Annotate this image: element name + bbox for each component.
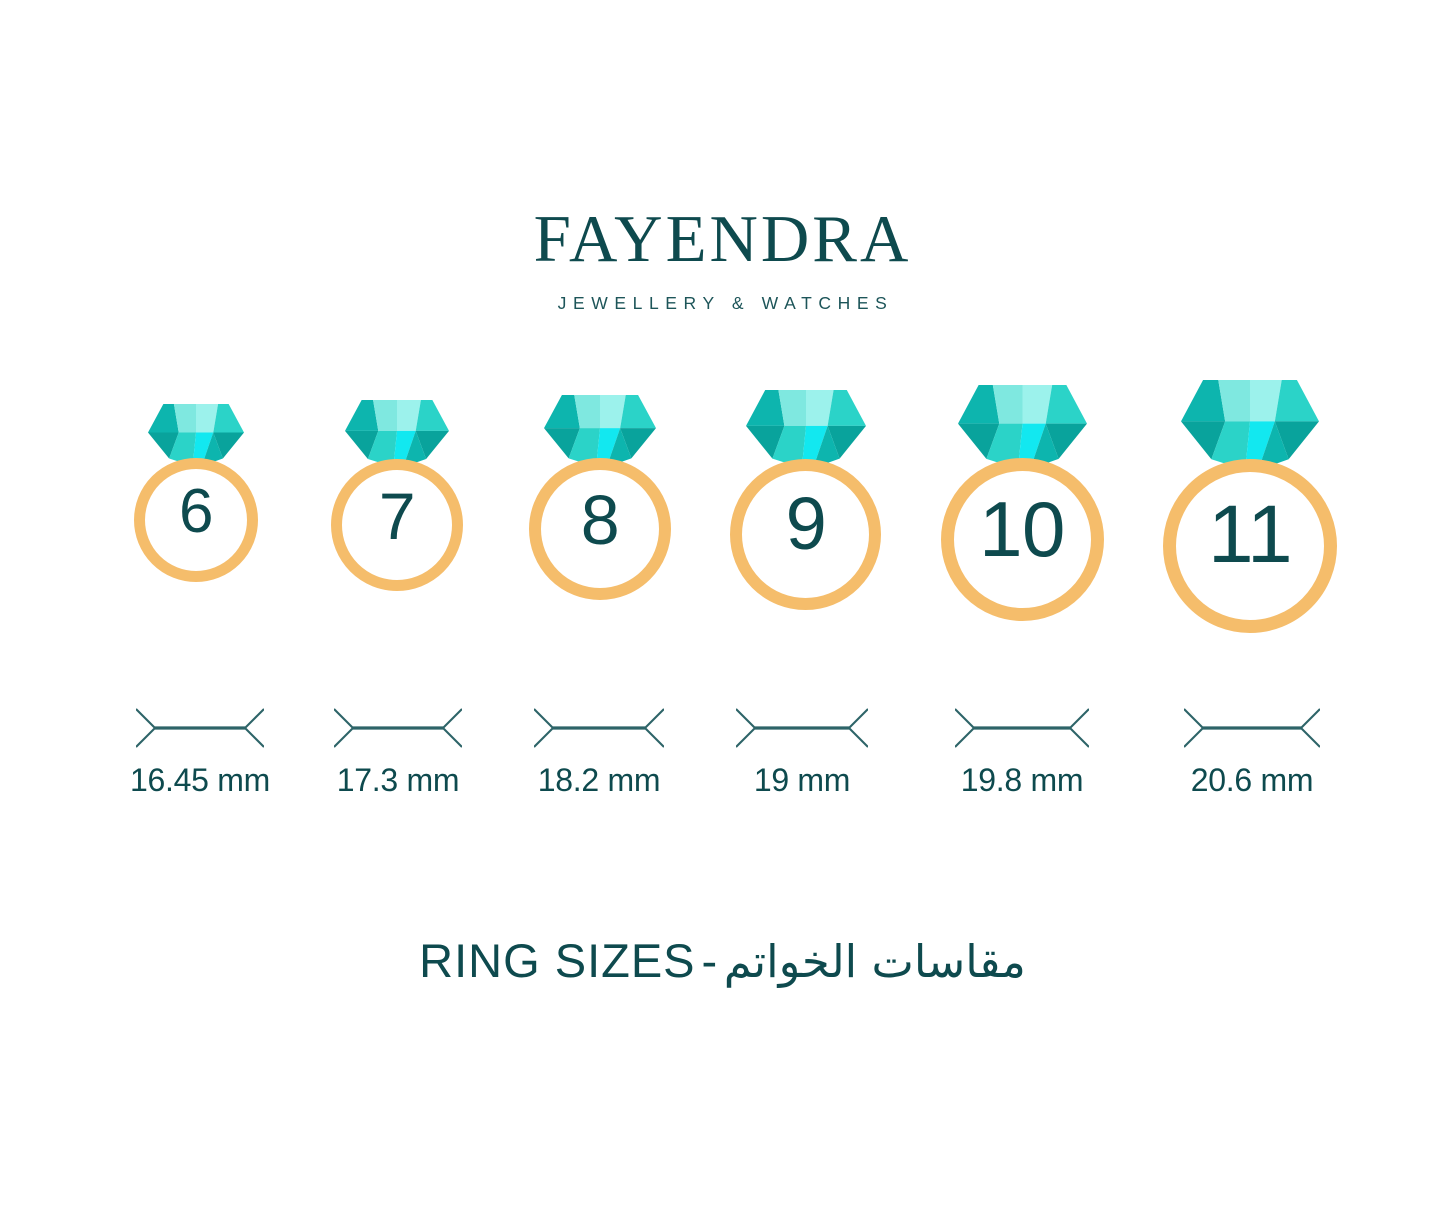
ring-item: 9	[730, 390, 882, 610]
ring-item: 10	[940, 384, 1104, 621]
page-title-separator: -	[701, 934, 718, 987]
measurement-arrow-row	[0, 706, 1445, 754]
ring-diameter-label: 18.2 mm	[537, 762, 661, 798]
measurement-arrow	[333, 706, 463, 750]
ring-item: 6	[134, 404, 258, 582]
ring-diameter-label: 20.6 mm	[1190, 762, 1314, 798]
ring-band	[134, 458, 258, 582]
measurement-arrow	[135, 706, 265, 750]
diamond-gem-icon	[1181, 379, 1319, 470]
page-title-en: RING SIZES	[419, 934, 696, 987]
brand-logo: FAYENDRA JEWELLERY & WATCHES	[0, 206, 1445, 314]
diamond-gem-icon	[957, 384, 1087, 469]
ring-diameter-label: 17.3 mm	[336, 762, 460, 798]
ring-size-number: 10	[979, 485, 1065, 574]
measurement-arrow	[533, 706, 665, 750]
ring-item: 8	[529, 395, 671, 600]
diamond-gem-icon	[148, 404, 244, 467]
page-title: RING SIZES - مقاسات الخواتم	[0, 930, 1445, 993]
ring-diameter-label: 19 mm	[753, 762, 851, 798]
diamond-gem-icon	[544, 395, 656, 468]
page-title-ar: مقاسات الخواتم	[723, 935, 1026, 988]
brand-name: FAYENDRA	[533, 202, 912, 276]
ring-size-number: 6	[179, 476, 213, 546]
brand-tagline: JEWELLERY & WATCHES	[557, 293, 894, 313]
ring-size-number: 9	[785, 482, 827, 566]
ring-band	[330, 459, 463, 591]
ring-diameter-label: 19.8 mm	[960, 762, 1084, 798]
diamond-gem-icon	[746, 390, 866, 469]
ring-item: 7	[330, 399, 464, 591]
ring-illustration-row: 6 7 8 9 10 11	[0, 379, 1445, 720]
measurement-arrow	[1183, 706, 1321, 750]
ring-size-number: 8	[580, 480, 620, 559]
ring-diameter-label: 16.45 mm	[130, 762, 270, 798]
measurement-arrow	[735, 706, 869, 750]
measurement-arrow	[954, 706, 1090, 750]
ring-size-number: 7	[378, 478, 416, 553]
diamond-gem-icon	[345, 399, 449, 467]
ring-size-number: 11	[1207, 488, 1293, 580]
ring-item: 11	[1162, 379, 1338, 633]
measurement-label-row: 16.45 mm 17.3 mm 18.2 mm 19 mm 19.8 mm 20.6 m…	[0, 760, 1445, 808]
